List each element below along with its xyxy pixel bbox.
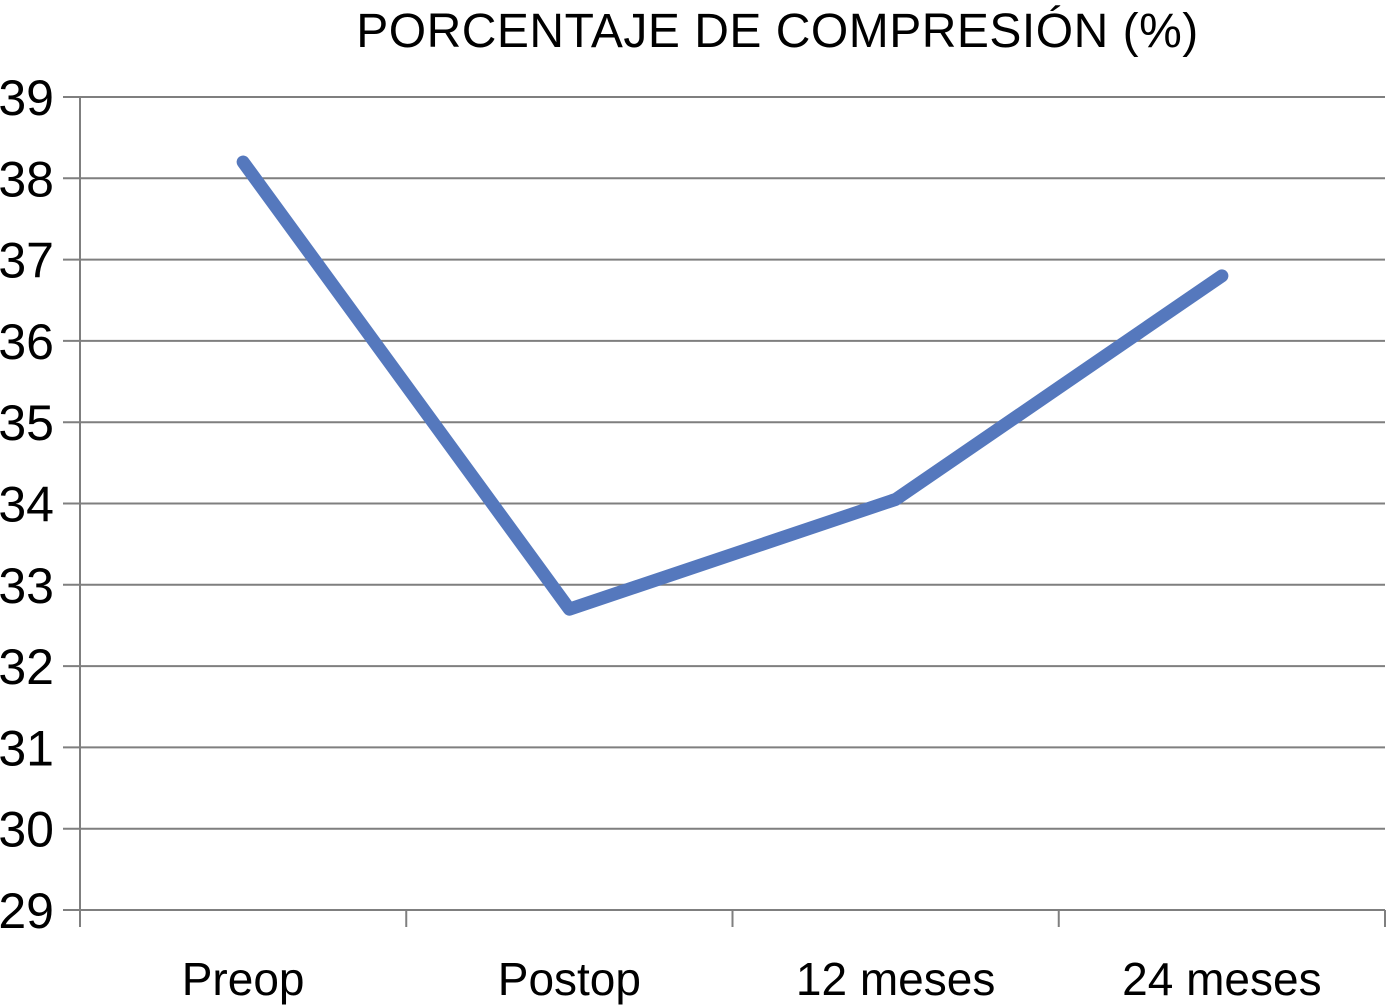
y-tick-label: 33	[0, 558, 54, 614]
x-axis-label: Postop	[498, 953, 641, 1005]
y-tick-label: 39	[0, 70, 54, 126]
x-axis-label: 12 meses	[796, 953, 995, 1005]
y-tick-label: 36	[0, 314, 54, 370]
y-tick-label: 35	[0, 395, 54, 451]
chart-title: PORCENTAJE DE COMPRESIÓN (%)	[356, 5, 1199, 58]
y-tick-label: 34	[0, 477, 54, 533]
y-tick-label: 38	[0, 151, 54, 207]
y-tick-label: 29	[0, 883, 54, 939]
series-line	[236, 155, 1229, 616]
y-tick-label: 30	[0, 802, 54, 858]
y-tick-label: 32	[0, 639, 54, 695]
y-tick-label: 37	[0, 233, 54, 289]
y-tick-label: 31	[0, 720, 54, 776]
x-axis-label: 24 meses	[1122, 953, 1321, 1005]
x-axis-label: Preop	[182, 953, 305, 1005]
